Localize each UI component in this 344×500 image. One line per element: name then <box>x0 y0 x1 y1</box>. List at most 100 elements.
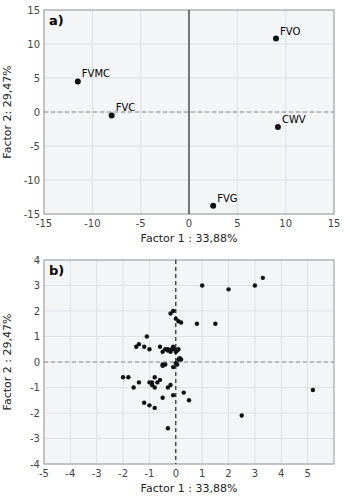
panel-label: a) <box>49 13 64 28</box>
point <box>171 365 175 369</box>
point <box>75 78 81 84</box>
point <box>226 287 230 291</box>
point <box>137 380 141 384</box>
point <box>158 345 162 349</box>
point <box>150 380 154 384</box>
point <box>200 283 204 287</box>
point <box>213 322 217 326</box>
grid-line <box>189 10 190 214</box>
tick-label: 3 <box>252 468 258 479</box>
point <box>168 383 172 387</box>
point <box>182 390 186 394</box>
point <box>311 388 315 392</box>
point <box>240 413 244 417</box>
plot-content <box>44 260 334 464</box>
point <box>147 347 151 351</box>
tick-label: 5 <box>34 73 40 84</box>
tick-label: 15 <box>27 5 40 16</box>
tick-label: -4 <box>65 468 75 479</box>
point <box>175 362 179 366</box>
axis-label: Factor 2 : 29,47% <box>1 314 14 411</box>
point <box>187 398 191 402</box>
point <box>153 385 157 389</box>
point <box>142 401 146 405</box>
plot-area <box>44 10 334 214</box>
tick-label: 0 <box>186 218 192 229</box>
point <box>179 320 183 324</box>
point <box>160 362 164 366</box>
point <box>160 396 164 400</box>
reference-line <box>44 112 334 113</box>
point <box>126 375 130 379</box>
tick-label: 1 <box>199 468 205 479</box>
point <box>210 203 216 209</box>
point <box>109 112 115 118</box>
point <box>253 283 257 287</box>
tick-label: -10 <box>24 175 40 186</box>
point-label: FVO <box>280 26 300 37</box>
point <box>153 406 157 410</box>
tick-label: -10 <box>84 218 100 229</box>
tick-label: 10 <box>27 39 40 50</box>
reference-line <box>189 10 190 214</box>
tick-label: 5 <box>304 468 310 479</box>
plot-frame <box>44 260 334 464</box>
tick-label: -15 <box>36 218 52 229</box>
reference-line <box>44 362 334 363</box>
panel-label: b) <box>49 263 64 278</box>
figure: -15-10-5051015-15-10-5051015FVOFVMCFVCCW… <box>0 0 344 500</box>
tick-label: -5 <box>39 468 49 479</box>
plot-frame <box>44 10 334 214</box>
tick-label: 0 <box>34 107 40 118</box>
point-label: CWV <box>282 114 306 125</box>
point <box>158 378 162 382</box>
point <box>176 347 180 351</box>
point-label: FVG <box>217 193 237 204</box>
point <box>171 309 175 313</box>
tick-label: 2 <box>225 468 231 479</box>
tick-label: 3 <box>34 280 40 291</box>
point <box>166 426 170 430</box>
tick-label: 2 <box>34 306 40 317</box>
panel: -5-4-3-2-1012345-4-3-2-101234b)Factor 1 … <box>1 255 334 496</box>
grid-line <box>44 438 334 439</box>
tick-label: -1 <box>144 468 154 479</box>
point <box>273 36 279 42</box>
tick-label: -3 <box>30 433 40 444</box>
grid-line <box>44 362 334 363</box>
tick-label: -1 <box>30 382 40 393</box>
point <box>147 403 151 407</box>
point <box>121 375 125 379</box>
plot-content <box>44 10 334 214</box>
grid-line <box>44 285 334 286</box>
tick-label: -4 <box>30 459 40 470</box>
tick-label: 4 <box>34 255 40 266</box>
tick-label: 5 <box>234 218 240 229</box>
tick-label: -15 <box>24 209 40 220</box>
plot-area <box>44 260 334 464</box>
point-label: FVC <box>116 102 136 113</box>
tick-label: -2 <box>118 468 128 479</box>
point <box>153 375 157 379</box>
point <box>195 322 199 326</box>
panel: -15-10-5051015-15-10-5051015FVOFVMCFVCCW… <box>1 5 340 246</box>
tick-label: 4 <box>278 468 284 479</box>
point <box>275 124 281 130</box>
point <box>142 345 146 349</box>
tick-label: -5 <box>136 218 146 229</box>
tick-label: 0 <box>34 357 40 368</box>
point <box>166 347 170 351</box>
tick-label: -2 <box>30 408 40 419</box>
point <box>145 334 149 338</box>
grid-line <box>44 387 334 388</box>
tick-label: 15 <box>328 218 341 229</box>
axis-label: Factor 2: 29,47% <box>1 65 14 158</box>
grid-line <box>44 413 334 414</box>
grid-line <box>44 311 334 312</box>
tick-label: 0 <box>173 468 179 479</box>
tick-label: 10 <box>279 218 292 229</box>
axis-label: Factor 1 : 33,88% <box>141 232 238 245</box>
tick-label: -3 <box>92 468 102 479</box>
point <box>171 393 175 397</box>
axis-label: Factor 1 : 33,88% <box>141 482 238 495</box>
